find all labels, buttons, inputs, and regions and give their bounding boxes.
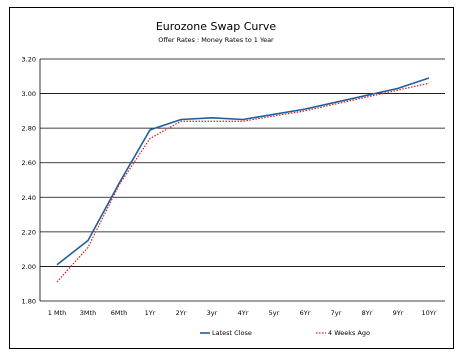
chart-subtitle: Offer Rates : Money Rates to 1 Year bbox=[158, 36, 274, 44]
series-line-1 bbox=[56, 77, 430, 266]
x-tick-label: 10Yr bbox=[422, 309, 437, 317]
x-tick-label: 1Yr bbox=[145, 309, 156, 317]
x-tick-label: 9Yr bbox=[393, 309, 404, 317]
legend-label-1: Latest Close bbox=[212, 329, 252, 337]
x-tick-label: 6Yr bbox=[300, 309, 311, 317]
y-tick-label: 2.20 bbox=[22, 228, 36, 236]
y-tick-label: 3.00 bbox=[22, 90, 36, 98]
x-tick-label: 3yr bbox=[207, 309, 218, 317]
x-tick-label: 8Yr bbox=[362, 309, 373, 317]
x-tick-label: 2Yr bbox=[176, 309, 187, 317]
y-tick-label: 3.20 bbox=[22, 56, 36, 64]
x-tick-label: 3Mth bbox=[80, 309, 96, 317]
y-tick-label: 1.80 bbox=[22, 298, 36, 306]
x-tick-label: 4Yr bbox=[238, 309, 249, 317]
chart-title: Eurozone Swap Curve bbox=[156, 20, 277, 33]
chart-frame bbox=[9, 7, 454, 349]
y-tick-label: 2.60 bbox=[22, 159, 36, 167]
x-tick-label: 1 Mth bbox=[48, 309, 66, 317]
x-tick-label: 6Mth bbox=[111, 309, 127, 317]
series-line-2 bbox=[56, 82, 430, 283]
y-tick-label: 2.40 bbox=[22, 194, 36, 202]
y-tick-label: 2.00 bbox=[22, 263, 36, 271]
legend-label-2: 4 Weeks Ago bbox=[328, 329, 370, 337]
x-tick-label: 7yr bbox=[331, 309, 342, 317]
y-tick-label: 2.80 bbox=[22, 125, 36, 133]
x-tick-label: 5yr bbox=[269, 309, 280, 317]
